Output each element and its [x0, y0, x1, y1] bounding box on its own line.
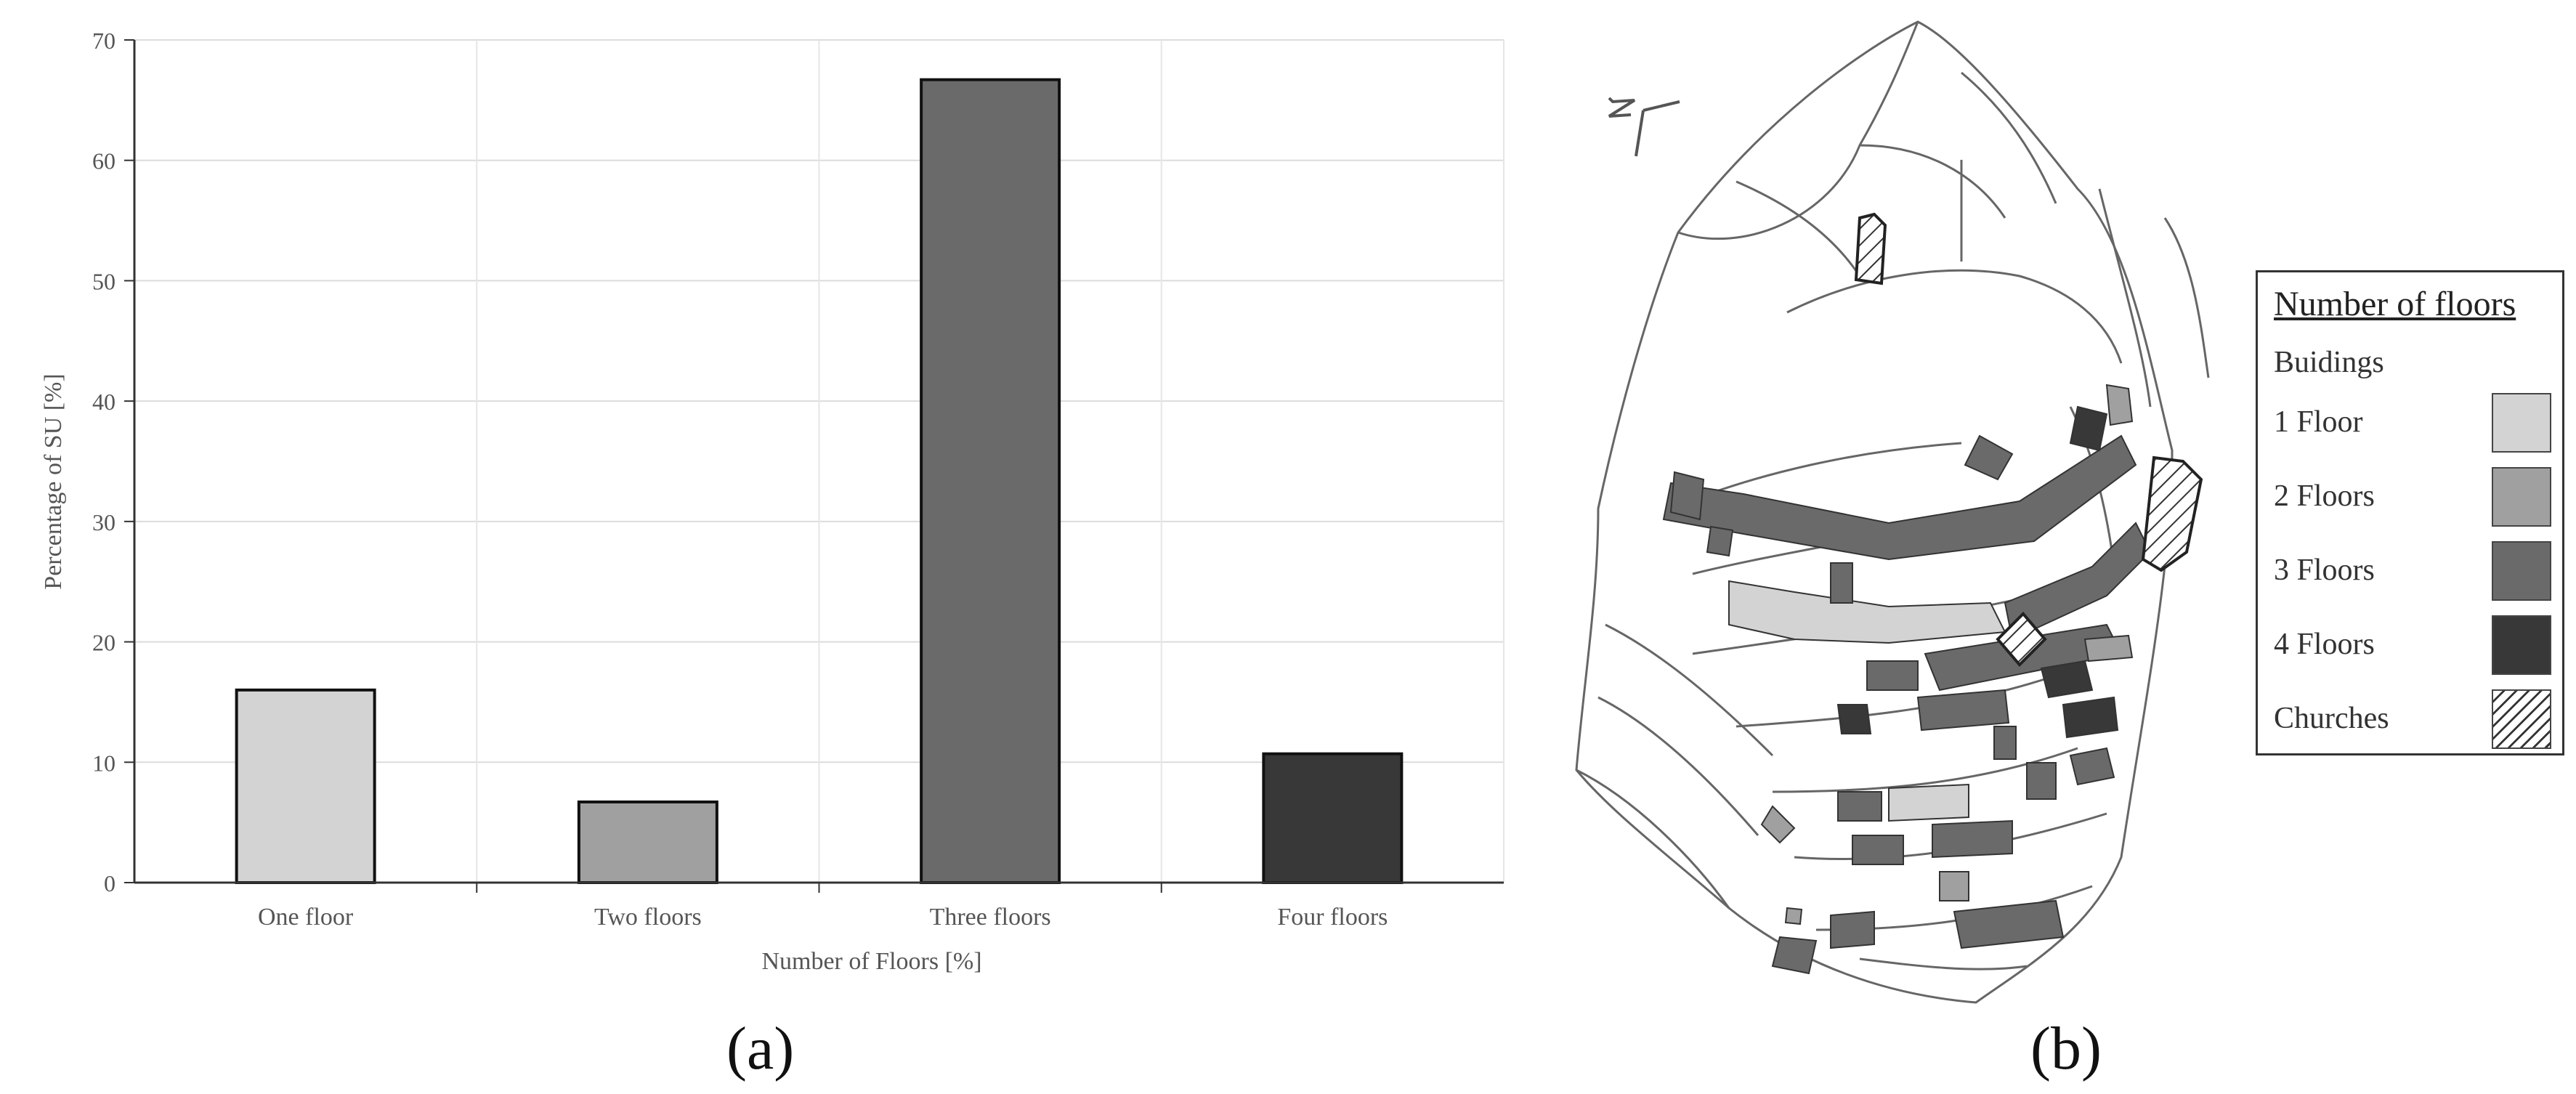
legend-title: Number of floors [2274, 285, 2516, 323]
map-legend: Number of floors Buidings 1 Floor 2 Floo… [2256, 270, 2564, 755]
north-arrow-icon [1608, 97, 1680, 157]
grid-lines [134, 39, 1504, 883]
building-3-floors [1964, 434, 2014, 481]
y-tick-label: 70 [92, 28, 116, 54]
building-3-floors [1830, 910, 1875, 949]
y-tick-label: 20 [92, 630, 116, 656]
legend-item-churches: Churches [2274, 685, 2553, 750]
legend-label: Churches [2274, 702, 2389, 735]
legend-item-1-floor: 1 Floor [2274, 389, 2553, 454]
map-buildings [1662, 384, 2152, 975]
legend-swatch [2492, 467, 2551, 527]
church [1996, 612, 2047, 667]
building-2-floors [2083, 634, 2134, 663]
x-tick-label: One floor [258, 904, 354, 931]
y-tick-label: 60 [92, 148, 116, 174]
y-axis-label: Percentage of SU [%] [40, 373, 67, 589]
panel-label-a: (a) [726, 1015, 795, 1082]
y-tick-label: 10 [92, 750, 116, 776]
bars [235, 78, 1404, 885]
bar [235, 688, 376, 884]
building-3-floors [1852, 835, 1904, 865]
map-churches [1854, 212, 2203, 667]
building-4-floors [2069, 405, 2108, 452]
legend-item-4-floors: 4 Floors [2274, 611, 2553, 676]
legend-label: 1 Floor [2274, 405, 2363, 439]
building-1-floor [1888, 783, 1969, 822]
legend-swatch-hatched [2492, 689, 2551, 749]
building-2-floors [1784, 907, 1803, 925]
map-outlines [1575, 20, 2210, 1004]
y-tick-label: 40 [92, 389, 116, 415]
axes [124, 39, 1504, 893]
bar [577, 800, 718, 885]
legend-label: 2 Floors [2274, 479, 2375, 513]
x-tick-label: Four floors [1277, 904, 1388, 931]
panel-label-b: (b) [2030, 1015, 2102, 1082]
building-3-floors [1706, 525, 1734, 557]
x-tick-labels: One floor Two floors Three floors Four floo… [258, 904, 1388, 931]
x-tick-label: Three floors [930, 904, 1051, 931]
building-4-floors [2062, 696, 2119, 739]
y-tick-label: 30 [92, 509, 116, 535]
legend-item-2-floors: 2 Floors [2274, 463, 2553, 528]
building-4-floors [1836, 704, 1872, 734]
legend-swatch [2492, 615, 2551, 675]
building-1-floor [1728, 580, 2006, 644]
y-tick-label: 0 [104, 870, 116, 896]
legend-item-3-floors: 3 Floors [2274, 537, 2553, 602]
building-floors-map: N [1575, 20, 2210, 1004]
bar-chart: 0 10 20 30 40 50 60 70 One floor Two floors Three… [40, 28, 1504, 975]
legend-label: 3 Floors [2274, 554, 2375, 587]
x-axis-label: Number of Floors [%] [761, 948, 981, 975]
legend-swatch [2492, 541, 2551, 601]
y-tick-label: 50 [92, 268, 116, 294]
building-3-floors [1916, 689, 2010, 732]
church [1854, 212, 1887, 285]
building-2-floors [2105, 384, 2134, 426]
building-3-floors [2026, 762, 2057, 800]
legend-swatch [2492, 393, 2551, 453]
building-2-floors [1760, 805, 1796, 844]
building-3-floors [1837, 791, 1882, 822]
building-3-floors [1771, 936, 1818, 975]
building-3-floors [1866, 660, 1919, 691]
bar [1262, 752, 1404, 884]
building-3-floors [1662, 434, 2137, 561]
y-tick-labels: 0 10 20 30 40 50 60 70 [92, 28, 116, 896]
building-3-floors [1932, 819, 2013, 859]
building-3-floors [1993, 726, 2017, 760]
building-2-floors [1939, 871, 1969, 901]
building-4-floors [2040, 660, 2094, 699]
legend-subtitle: Buidings [2274, 346, 2384, 379]
x-tick-label: Two floors [594, 904, 702, 931]
building-3-floors [1953, 899, 2065, 949]
legend-label: 4 Floors [2274, 628, 2375, 661]
building-3-floors [1669, 471, 1705, 521]
bar [920, 78, 1061, 885]
church [2141, 455, 2203, 572]
building-3-floors [1830, 562, 1853, 604]
building-3-floors [2069, 747, 2115, 786]
